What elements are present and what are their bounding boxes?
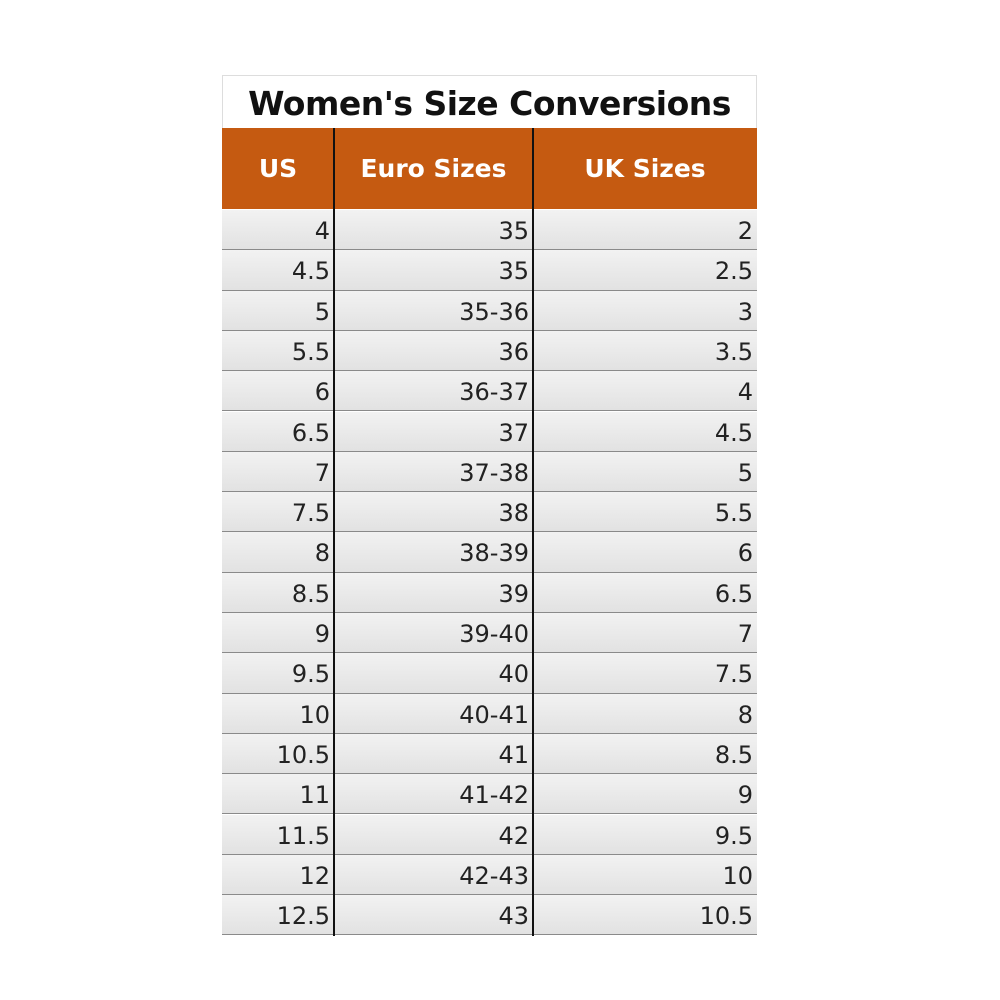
table-cell: 12 bbox=[222, 854, 334, 896]
table-cell: 5.5 bbox=[222, 330, 334, 372]
table-cell: 38-39 bbox=[334, 532, 533, 573]
table-cell: 3.5 bbox=[533, 330, 757, 372]
column-header: Euro Sizes bbox=[334, 128, 533, 209]
table-cell: 2 bbox=[533, 210, 757, 251]
table-cell: 35 bbox=[334, 250, 533, 291]
table-cell: 6.5 bbox=[533, 572, 757, 613]
table-cell: 8 bbox=[222, 532, 334, 573]
table-title: Women's Size Conversions bbox=[222, 75, 757, 128]
table-cell: 37 bbox=[334, 411, 533, 452]
table-cell: 37-38 bbox=[334, 451, 533, 493]
table-cell: 8 bbox=[533, 693, 757, 734]
table-cell: 6 bbox=[222, 371, 334, 412]
table-cell: 9 bbox=[222, 613, 334, 654]
size-table: Women's Size Conversions US SizesEuro Si… bbox=[222, 75, 757, 936]
table-cell: 42 bbox=[334, 814, 533, 855]
table-cell: 39-40 bbox=[334, 613, 533, 654]
table-cell: 35-36 bbox=[334, 290, 533, 331]
table-cell: 41 bbox=[334, 733, 533, 775]
table-cell: 8.5 bbox=[533, 733, 757, 775]
table-cell: 36-37 bbox=[334, 371, 533, 412]
table-cell: 4.5 bbox=[222, 250, 334, 291]
table-cell: 36 bbox=[334, 330, 533, 372]
table-cell: 42-43 bbox=[334, 854, 533, 896]
table-cell: 40-41 bbox=[334, 693, 533, 734]
table-cell: 9 bbox=[533, 774, 757, 815]
table-cell: 8.5 bbox=[222, 572, 334, 613]
table-cell: 10 bbox=[222, 693, 334, 734]
table-cell: 5 bbox=[533, 451, 757, 493]
table-cell: 4 bbox=[222, 210, 334, 251]
table-cell: 35 bbox=[334, 210, 533, 251]
table-cell: 6 bbox=[533, 532, 757, 573]
column-header: US Sizes bbox=[222, 128, 334, 264]
table-cell: 4.5 bbox=[533, 411, 757, 452]
table-cell: 6.5 bbox=[222, 411, 334, 452]
table-cell: 7 bbox=[533, 613, 757, 654]
table-cell: 43 bbox=[334, 895, 533, 936]
table-cell: 11.5 bbox=[222, 814, 334, 855]
table-cell: 5 bbox=[222, 290, 334, 331]
column-divider bbox=[532, 128, 534, 936]
table-cell: 7.5 bbox=[533, 653, 757, 694]
table-cell: 7.5 bbox=[222, 492, 334, 533]
table-cell: 10 bbox=[533, 854, 757, 896]
table-cell: 4 bbox=[533, 371, 757, 412]
table-cell: 41-42 bbox=[334, 774, 533, 815]
table-cell: 12.5 bbox=[222, 895, 334, 936]
table-cell: 3 bbox=[533, 290, 757, 331]
table-cell: 38 bbox=[334, 492, 533, 533]
table-cell: 9.5 bbox=[222, 653, 334, 694]
column-divider bbox=[333, 128, 335, 936]
table-cell: 7 bbox=[222, 451, 334, 493]
table-cell: 11 bbox=[222, 774, 334, 815]
table-cell: 39 bbox=[334, 572, 533, 613]
table-cell: 2.5 bbox=[533, 250, 757, 291]
table-cell: 9.5 bbox=[533, 814, 757, 855]
table-cell: 40 bbox=[334, 653, 533, 694]
table-cell: 10.5 bbox=[533, 895, 757, 936]
table-cell: 5.5 bbox=[533, 492, 757, 533]
table-cell: 10.5 bbox=[222, 733, 334, 775]
column-header: UK Sizes bbox=[533, 128, 757, 209]
